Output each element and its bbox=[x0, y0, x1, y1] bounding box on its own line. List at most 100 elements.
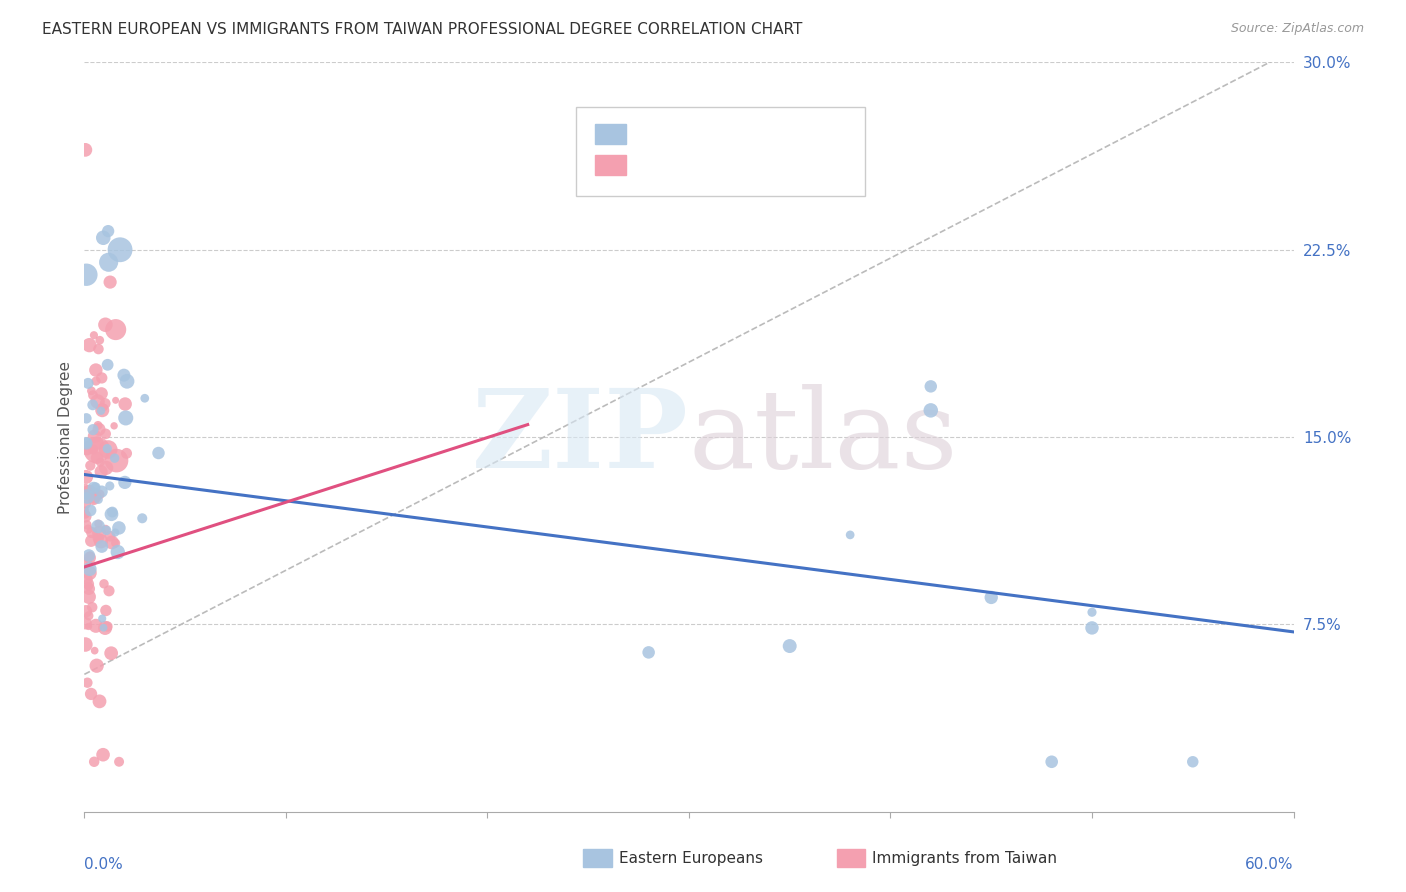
Point bbox=[89, 333, 111, 347]
Point bbox=[75, 616, 97, 631]
Text: N =: N = bbox=[749, 127, 783, 141]
Point bbox=[79, 338, 101, 352]
Text: Source: ZipAtlas.com: Source: ZipAtlas.com bbox=[1230, 22, 1364, 36]
Text: 0.239: 0.239 bbox=[678, 158, 731, 172]
Point bbox=[87, 519, 110, 533]
Point bbox=[79, 550, 101, 565]
Text: atlas: atlas bbox=[689, 384, 959, 491]
Y-axis label: Professional Degree: Professional Degree bbox=[58, 360, 73, 514]
Point bbox=[75, 509, 97, 524]
Point bbox=[90, 465, 112, 479]
Point bbox=[75, 143, 97, 157]
Point bbox=[76, 555, 98, 569]
Point bbox=[114, 475, 136, 490]
Point bbox=[101, 535, 124, 549]
Point bbox=[75, 604, 97, 618]
Point bbox=[79, 562, 101, 576]
Point bbox=[112, 368, 135, 383]
Point bbox=[114, 397, 136, 411]
Point bbox=[94, 603, 117, 617]
Point bbox=[84, 363, 107, 377]
Point bbox=[1081, 605, 1104, 619]
Point bbox=[104, 323, 127, 337]
Point bbox=[77, 577, 100, 591]
Text: Immigrants from Taiwan: Immigrants from Taiwan bbox=[872, 851, 1057, 865]
Point bbox=[104, 525, 127, 540]
Point bbox=[77, 590, 100, 604]
Point bbox=[94, 461, 117, 475]
Point bbox=[94, 396, 117, 410]
Point bbox=[75, 411, 97, 425]
Point bbox=[134, 391, 156, 405]
Point bbox=[82, 398, 104, 412]
Point bbox=[96, 442, 118, 456]
Point bbox=[97, 358, 120, 372]
Point bbox=[83, 643, 105, 657]
Point bbox=[920, 403, 942, 417]
Point bbox=[79, 549, 101, 563]
Point bbox=[76, 675, 98, 690]
Point bbox=[839, 528, 862, 542]
Point bbox=[87, 422, 110, 436]
Point bbox=[83, 481, 105, 495]
Point bbox=[75, 507, 97, 521]
Point bbox=[98, 529, 121, 543]
Point bbox=[77, 619, 100, 633]
Point bbox=[79, 483, 101, 497]
Point bbox=[93, 401, 115, 415]
Point bbox=[76, 436, 98, 450]
Point bbox=[75, 638, 97, 652]
Point bbox=[94, 426, 117, 441]
Point bbox=[77, 549, 100, 563]
Point bbox=[75, 436, 97, 450]
Point bbox=[96, 619, 118, 633]
Point bbox=[131, 511, 153, 525]
Point bbox=[108, 755, 131, 769]
Point bbox=[98, 583, 121, 598]
Text: Eastern Europeans: Eastern Europeans bbox=[619, 851, 762, 865]
Point bbox=[90, 403, 112, 417]
Point bbox=[90, 534, 112, 549]
Point bbox=[82, 388, 104, 402]
Point bbox=[94, 318, 117, 332]
Text: 0.0%: 0.0% bbox=[84, 856, 124, 871]
Point bbox=[80, 533, 103, 548]
Point bbox=[86, 436, 108, 450]
Point bbox=[79, 458, 101, 473]
Point bbox=[114, 411, 136, 425]
Point bbox=[86, 450, 108, 465]
Point bbox=[76, 442, 98, 456]
Point bbox=[104, 536, 127, 550]
Point bbox=[100, 508, 122, 522]
Point bbox=[77, 485, 100, 500]
Point bbox=[80, 525, 103, 540]
Point bbox=[77, 522, 100, 536]
Point bbox=[89, 487, 111, 501]
Point bbox=[80, 384, 103, 398]
Point bbox=[100, 646, 122, 660]
Point bbox=[89, 694, 111, 708]
Point bbox=[98, 275, 121, 289]
Point bbox=[90, 371, 112, 385]
Point bbox=[96, 524, 118, 538]
Point bbox=[75, 497, 97, 511]
Point bbox=[83, 491, 105, 506]
Point bbox=[97, 224, 120, 238]
Point bbox=[93, 577, 115, 591]
Point bbox=[79, 566, 101, 580]
Point bbox=[101, 505, 124, 519]
Point bbox=[104, 451, 127, 466]
Point bbox=[76, 489, 98, 503]
Point bbox=[89, 455, 111, 469]
Point bbox=[83, 429, 105, 443]
Point bbox=[76, 517, 98, 532]
Point bbox=[779, 639, 801, 653]
Point bbox=[97, 255, 120, 269]
Point bbox=[87, 418, 110, 433]
Point bbox=[91, 747, 114, 762]
Point bbox=[76, 485, 98, 500]
Point bbox=[97, 442, 120, 457]
Point bbox=[148, 446, 170, 460]
Point bbox=[83, 490, 105, 504]
Point bbox=[920, 379, 942, 393]
